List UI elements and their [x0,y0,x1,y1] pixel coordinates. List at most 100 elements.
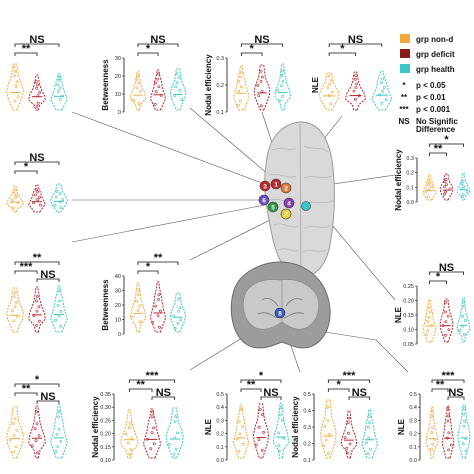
sig-label: NS [40,269,55,281]
data-point [463,419,467,423]
data-point [461,304,465,308]
y-tick-label: 0.1 [303,458,311,464]
data-point [35,422,39,426]
sig-label: *** [20,261,34,273]
data-point [427,188,431,192]
data-point [355,82,359,86]
data-point [236,103,240,107]
y-tick-label: 0.0 [216,458,224,464]
y-tick-label: 0.05 [403,342,414,348]
data-point [174,415,178,419]
sig-bracket [14,52,38,56]
data-point [354,74,358,78]
data-point [177,309,181,313]
legend-sig-symbol: *** [399,105,409,114]
sig-bracket [36,278,60,282]
data-point [461,193,465,196]
data-point [329,102,333,106]
data-point [39,203,42,207]
data-point [32,201,35,205]
data-point [367,436,371,440]
data-point [15,300,19,304]
data-point [124,432,128,436]
data-point [37,319,41,323]
data-point [464,449,468,453]
data-point [135,77,139,81]
data-point [429,447,433,451]
sig-bracket [240,43,284,47]
data-point [129,448,133,451]
brain-node-label: 1 [274,181,278,188]
data-point [326,86,330,89]
data-point [447,431,451,435]
y-tick-label: 0.2 [303,442,311,448]
y-tick-label: 0.3 [216,418,224,424]
sig-label: ** [136,379,145,391]
violin-non [318,72,340,111]
sig-bracket [137,43,179,47]
sig-label: NS [40,391,55,403]
connector-line [375,339,409,373]
data-point [459,187,463,191]
data-point [447,414,451,418]
sig-bracket [328,43,383,47]
data-point [259,79,263,83]
data-point [180,98,184,102]
data-point [354,86,358,89]
data-point [237,79,241,83]
data-point [460,195,464,199]
data-point [145,437,149,441]
sig-label: NS [156,387,171,399]
panel-c: Nodal efficiency 0.3 0.2 0.1 *NS [204,34,292,116]
data-point [238,432,242,436]
data-point [132,98,136,102]
data-point [424,190,428,194]
data-point [431,442,435,446]
data-point [13,305,17,309]
brain-node-label: 3 [263,183,267,190]
brain-node-label: 7 [284,211,288,218]
data-point [58,97,62,101]
sig-label: NS [254,34,269,46]
data-point [461,442,465,446]
panel-g: ***** NS [6,252,68,333]
data-point [326,451,330,455]
data-point [178,89,182,92]
violin-non [6,406,24,459]
data-point [14,84,18,88]
violin-def [28,405,46,459]
data-point [12,295,16,299]
violin-hea [50,73,68,111]
data-point [328,82,332,86]
data-point [462,424,466,428]
data-point [57,427,61,431]
sig-label: NS [150,34,165,46]
data-point [15,80,19,84]
data-point [13,188,17,192]
violin-hea [169,292,187,333]
data-point [12,450,16,454]
data-point [11,422,15,425]
data-point [174,447,178,451]
data-point [16,95,20,99]
data-point [15,193,19,197]
data-point [427,178,431,182]
data-point [326,405,330,409]
data-point [35,105,39,108]
data-point [13,417,17,421]
sig-label: ** [22,383,31,395]
brain-node [283,197,295,209]
violin-non [232,404,250,459]
sig-label: ** [22,43,31,55]
data-point [36,101,40,105]
y-tick-label: 20 [115,74,121,80]
data-point [15,315,19,318]
data-point [138,320,142,324]
data-point [173,326,177,330]
data-point [368,421,372,425]
brain-coronal-view [230,261,331,349]
connector-line [189,107,276,181]
brain-node-label: 6 [262,197,266,204]
sig-label: ** [154,252,163,264]
violin-non [6,63,24,111]
